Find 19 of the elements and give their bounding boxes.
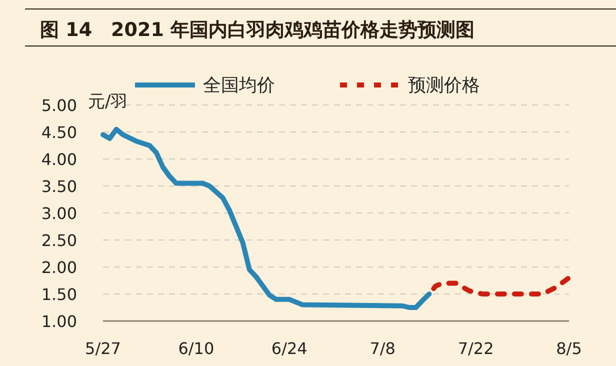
- x-tick-label: 7/22: [458, 339, 494, 358]
- y-axis-title: 元/羽: [88, 92, 128, 112]
- x-tick-label: 5/27: [85, 339, 121, 358]
- y-tick-label: 4.50: [41, 123, 77, 142]
- x-tick-label: 8/5: [556, 339, 582, 358]
- y-tick-label: 4.00: [41, 150, 77, 169]
- y-tick-label: 3.50: [41, 177, 77, 196]
- y-tick-label: 1.50: [41, 285, 77, 304]
- y-tick-label: 2.50: [41, 231, 77, 250]
- title: 图 14 2021 年国内白羽肉鸡鸡苗价格走势预测图: [40, 19, 475, 41]
- x-tick-label: 6/10: [178, 339, 214, 358]
- y-tick-label: 5.00: [41, 96, 77, 115]
- x-tick-label: 6/24: [271, 339, 308, 358]
- y-tick-label: 3.00: [41, 204, 77, 223]
- y-tick-label: 1.00: [41, 312, 77, 331]
- x-tick-label: 7/8: [370, 339, 396, 358]
- legend-label: 全国均价: [203, 75, 275, 96]
- y-tick-label: 2.00: [41, 258, 77, 277]
- legend-label: 预测价格: [408, 75, 480, 96]
